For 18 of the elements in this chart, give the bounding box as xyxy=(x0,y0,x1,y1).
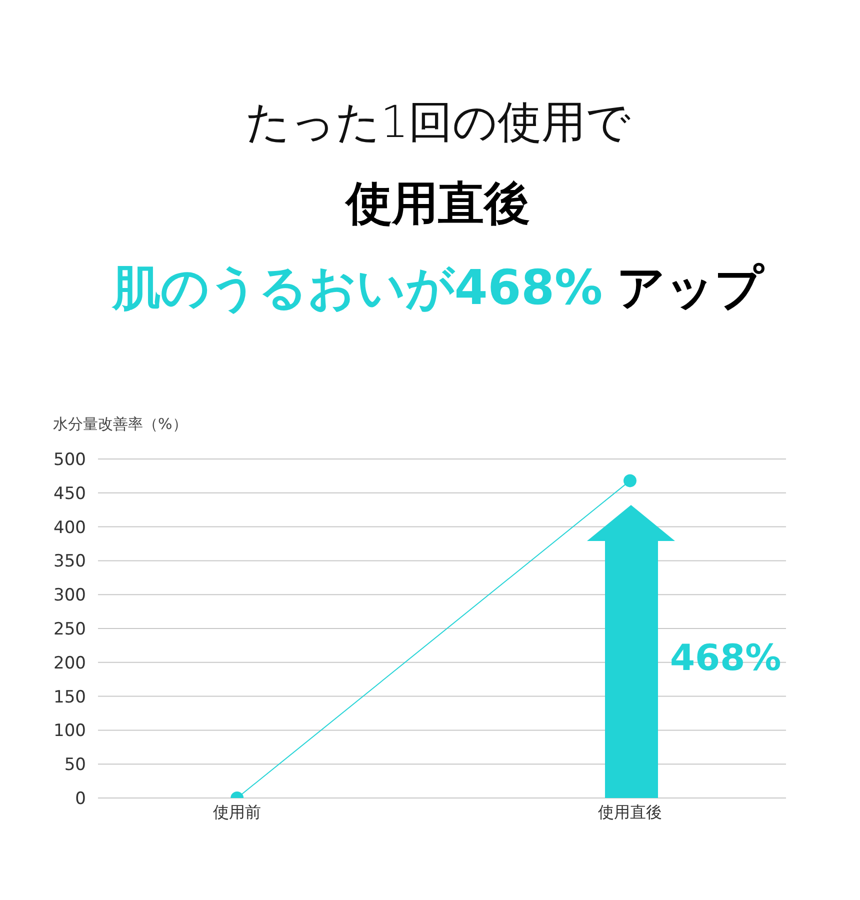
y-tick-label: 350 xyxy=(54,552,86,572)
x-tick-label: 使用前 xyxy=(213,802,262,822)
y-tick-label: 50 xyxy=(64,755,86,776)
y-axis-title: 水分量改善率（%） xyxy=(53,415,188,434)
y-tick-label: 200 xyxy=(54,653,86,674)
y-tick-label: 250 xyxy=(54,620,86,640)
annotation: 468% xyxy=(670,638,782,679)
y-tick-label: 0 xyxy=(75,789,86,810)
y-tick-label: 400 xyxy=(54,518,86,538)
y-tick-label: 300 xyxy=(54,586,86,606)
y-tick-label: 100 xyxy=(54,721,86,742)
text: 肌のうるおいが468% xyxy=(112,260,603,316)
chart-subtitle: 使用直後 xyxy=(344,175,531,232)
y-tick-label: 150 xyxy=(54,687,86,708)
text: アップ xyxy=(616,260,764,316)
chart-title: たった1回の使用で xyxy=(244,96,632,150)
y-tick-label: 450 xyxy=(54,484,86,504)
y-tick-label: 500 xyxy=(54,450,86,470)
